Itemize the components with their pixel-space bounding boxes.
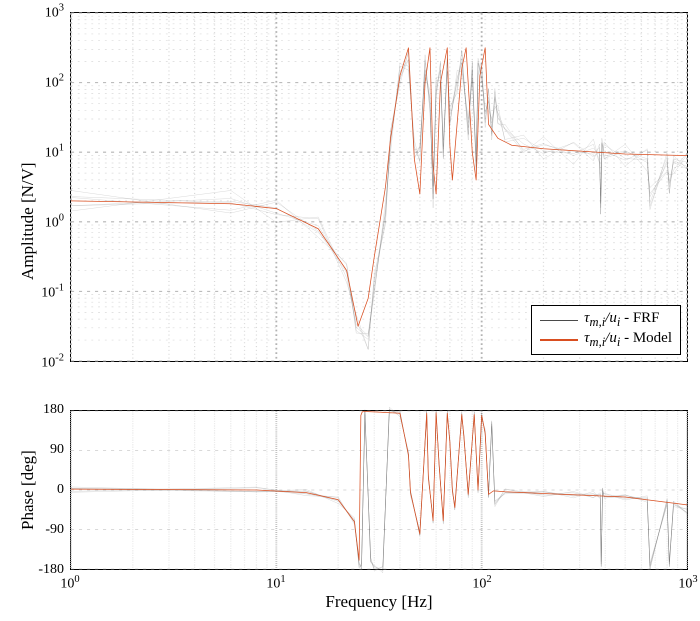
figure-root: τm,i/ui - FRFτm,i/ui - Model Amplitude [… — [0, 0, 700, 621]
frequency-xlabel: Frequency [Hz] — [70, 592, 688, 612]
ytick-label: 10-2 — [30, 353, 64, 372]
ytick-label: -90 — [30, 522, 64, 538]
xtick-label: 103 — [678, 574, 697, 593]
ytick-label: 180 — [30, 402, 64, 418]
ytick-label: 101 — [30, 143, 64, 162]
ytick-label: 90 — [30, 442, 64, 458]
legend-item: τm,i/ui - FRF — [540, 310, 672, 330]
model-phase-trace — [71, 411, 687, 560]
xtick-label: 100 — [60, 574, 79, 593]
magnitude-panel: τm,i/ui - FRFτm,i/ui - Model — [70, 12, 688, 362]
ytick-label: 10-1 — [30, 283, 64, 302]
phase-plot — [71, 411, 687, 569]
phase-panel — [70, 410, 688, 570]
frf-magnitude-trace — [71, 59, 687, 336]
ytick-label: 100 — [30, 213, 64, 232]
legend-item: τm,i/ui - Model — [540, 330, 672, 350]
frf-phase-trace — [71, 410, 687, 571]
frf-magnitude-trace — [71, 59, 687, 337]
ytick-label: 0 — [30, 482, 64, 498]
ytick-label: -180 — [30, 562, 64, 578]
xtick-label: 101 — [266, 574, 285, 593]
xtick-label: 102 — [472, 574, 491, 593]
legend: τm,i/ui - FRFτm,i/ui - Model — [531, 305, 681, 355]
ytick-label: 103 — [30, 3, 64, 22]
ytick-label: 102 — [30, 73, 64, 92]
